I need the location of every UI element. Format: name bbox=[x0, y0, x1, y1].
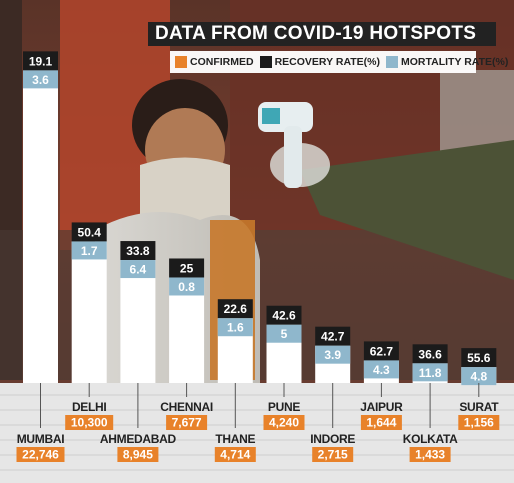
bar-group-ahmedabad: 33.8 6.4 AHMEDABAD 8,945 bbox=[100, 241, 177, 462]
mortality-rate-label: 0.8 bbox=[178, 280, 195, 294]
recovery-rate-box bbox=[315, 326, 351, 346]
confirmed-bar bbox=[71, 241, 107, 383]
legend-swatch-confirmed bbox=[175, 56, 187, 68]
city-label: CHENNAI bbox=[160, 400, 213, 414]
bar-group-kolkata: 36.6 11.8 KOLKATA 1,433 bbox=[403, 344, 458, 462]
bar-group-surat: 55.6 4.8 SURAT 1,156 bbox=[458, 348, 500, 430]
recovery-rate-box bbox=[266, 305, 302, 325]
mortality-rate-box bbox=[217, 318, 253, 337]
recovery-rate-label: 42.6 bbox=[272, 309, 296, 323]
city-label: SURAT bbox=[459, 400, 499, 414]
bar-group-mumbai: 19.1 3.6 MUMBAI 22,746 bbox=[16, 51, 65, 462]
recovery-rate-label: 25 bbox=[180, 261, 194, 275]
title-banner bbox=[148, 22, 496, 46]
legend: CONFIRMED RECOVERY RATE(%) MORTALITY RAT… bbox=[170, 51, 508, 73]
recovery-rate-box bbox=[461, 348, 497, 368]
bar-group-pune: 42.6 5 PUNE 4,240 bbox=[263, 305, 305, 430]
legend-item-recovery: RECOVERY RATE(%) bbox=[259, 56, 380, 68]
mortality-rate-box bbox=[120, 260, 156, 279]
confirmed-label: 8,945 bbox=[123, 448, 153, 462]
city-label: JAIPUR bbox=[360, 400, 403, 414]
confirmed-box bbox=[214, 447, 256, 462]
mortality-rate-label: 3.6 bbox=[32, 73, 49, 87]
bar-group-thane: 22.6 1.6 THANE 4,714 bbox=[214, 299, 256, 462]
city-label: KOLKATA bbox=[403, 432, 458, 446]
bar-group-jaipur: 62.7 4.3 JAIPUR 1,644 bbox=[360, 341, 403, 430]
city-label: MUMBAI bbox=[17, 432, 65, 446]
mortality-rate-box bbox=[315, 345, 351, 364]
confirmed-box bbox=[458, 415, 500, 430]
mortality-rate-box bbox=[23, 70, 58, 89]
city-label: DELHI bbox=[72, 400, 107, 414]
recovery-rate-label: 50.4 bbox=[78, 225, 102, 239]
confirmed-label: 4,240 bbox=[269, 416, 299, 430]
confirmed-box bbox=[409, 447, 451, 462]
confirmed-box bbox=[166, 415, 208, 430]
legend-swatch-recovery bbox=[259, 56, 272, 68]
confirmed-label: 1,156 bbox=[464, 416, 494, 430]
confirmed-box bbox=[16, 447, 65, 462]
recovery-rate-box bbox=[217, 299, 253, 319]
city-label: INDORE bbox=[310, 432, 355, 446]
mortality-rate-box bbox=[412, 363, 448, 382]
recovery-rate-label: 62.7 bbox=[370, 344, 394, 358]
confirmed-box bbox=[360, 415, 402, 430]
recovery-rate-box bbox=[169, 258, 205, 278]
legend-label-confirmed: CONFIRMED bbox=[190, 56, 254, 68]
bar-group-delhi: 50.4 1.7 DELHI 10,300 bbox=[65, 222, 114, 430]
recovery-rate-box bbox=[363, 341, 399, 361]
bar-group-chennai: 25 0.8 CHENNAI 7,677 bbox=[160, 258, 213, 430]
confirmed-bar bbox=[120, 260, 156, 383]
mortality-rate-label: 3.9 bbox=[324, 348, 341, 362]
mortality-rate-label: 1.7 bbox=[81, 244, 98, 258]
recovery-rate-label: 42.7 bbox=[321, 330, 345, 344]
confirmed-box bbox=[312, 447, 354, 462]
confirmed-label: 1,433 bbox=[415, 448, 445, 462]
legend-label-recovery: RECOVERY RATE(%) bbox=[274, 56, 380, 68]
recovery-rate-box bbox=[412, 344, 448, 364]
recovery-rate-label: 36.6 bbox=[418, 347, 442, 361]
confirmed-box bbox=[263, 415, 305, 430]
mortality-rate-box bbox=[71, 241, 107, 260]
confirmed-label: 2,715 bbox=[318, 448, 348, 462]
confirmed-box bbox=[65, 415, 114, 430]
confirmed-label: 1,644 bbox=[366, 416, 396, 430]
confirmed-label: 4,714 bbox=[220, 448, 250, 462]
confirmed-bar bbox=[23, 70, 58, 383]
confirmed-label: 22,746 bbox=[22, 448, 59, 462]
legend-swatch-mortality bbox=[386, 56, 398, 68]
mortality-rate-label: 1.6 bbox=[227, 321, 244, 335]
recovery-rate-label: 22.6 bbox=[224, 302, 248, 316]
mortality-rate-label: 4.8 bbox=[470, 370, 487, 384]
recovery-rate-box bbox=[23, 51, 58, 71]
city-label: AHMEDABAD bbox=[100, 432, 177, 446]
mortality-rate-label: 4.3 bbox=[373, 363, 390, 377]
city-label: THANE bbox=[215, 432, 255, 446]
confirmed-label: 7,677 bbox=[172, 416, 202, 430]
chart-title: DATA FROM COVID-19 HOTSPOTS bbox=[155, 23, 477, 44]
recovery-rate-label: 33.8 bbox=[126, 244, 150, 258]
recovery-rate-box bbox=[71, 222, 107, 242]
recovery-rate-label: 55.6 bbox=[467, 351, 491, 365]
mortality-rate-box bbox=[169, 277, 205, 296]
legend-item-confirmed: CONFIRMED bbox=[175, 56, 254, 68]
mortality-rate-label: 5 bbox=[281, 327, 288, 341]
legend-label-mortality: MORTALITY RATE(%) bbox=[401, 56, 509, 68]
recovery-rate-box bbox=[120, 241, 156, 261]
recovery-rate-label: 19.1 bbox=[29, 54, 53, 68]
confirmed-box bbox=[117, 447, 159, 462]
mortality-rate-box bbox=[461, 367, 497, 386]
mortality-rate-label: 11.8 bbox=[419, 366, 442, 380]
mortality-rate-box bbox=[363, 360, 399, 379]
confirmed-label: 10,300 bbox=[71, 416, 108, 430]
mortality-rate-box bbox=[266, 324, 302, 343]
bar-group-indore: 42.7 3.9 INDORE 2,715 bbox=[310, 326, 356, 462]
legend-item-mortality: MORTALITY RATE(%) bbox=[386, 56, 508, 68]
mortality-rate-label: 6.4 bbox=[130, 263, 147, 277]
city-label: PUNE bbox=[268, 400, 300, 414]
